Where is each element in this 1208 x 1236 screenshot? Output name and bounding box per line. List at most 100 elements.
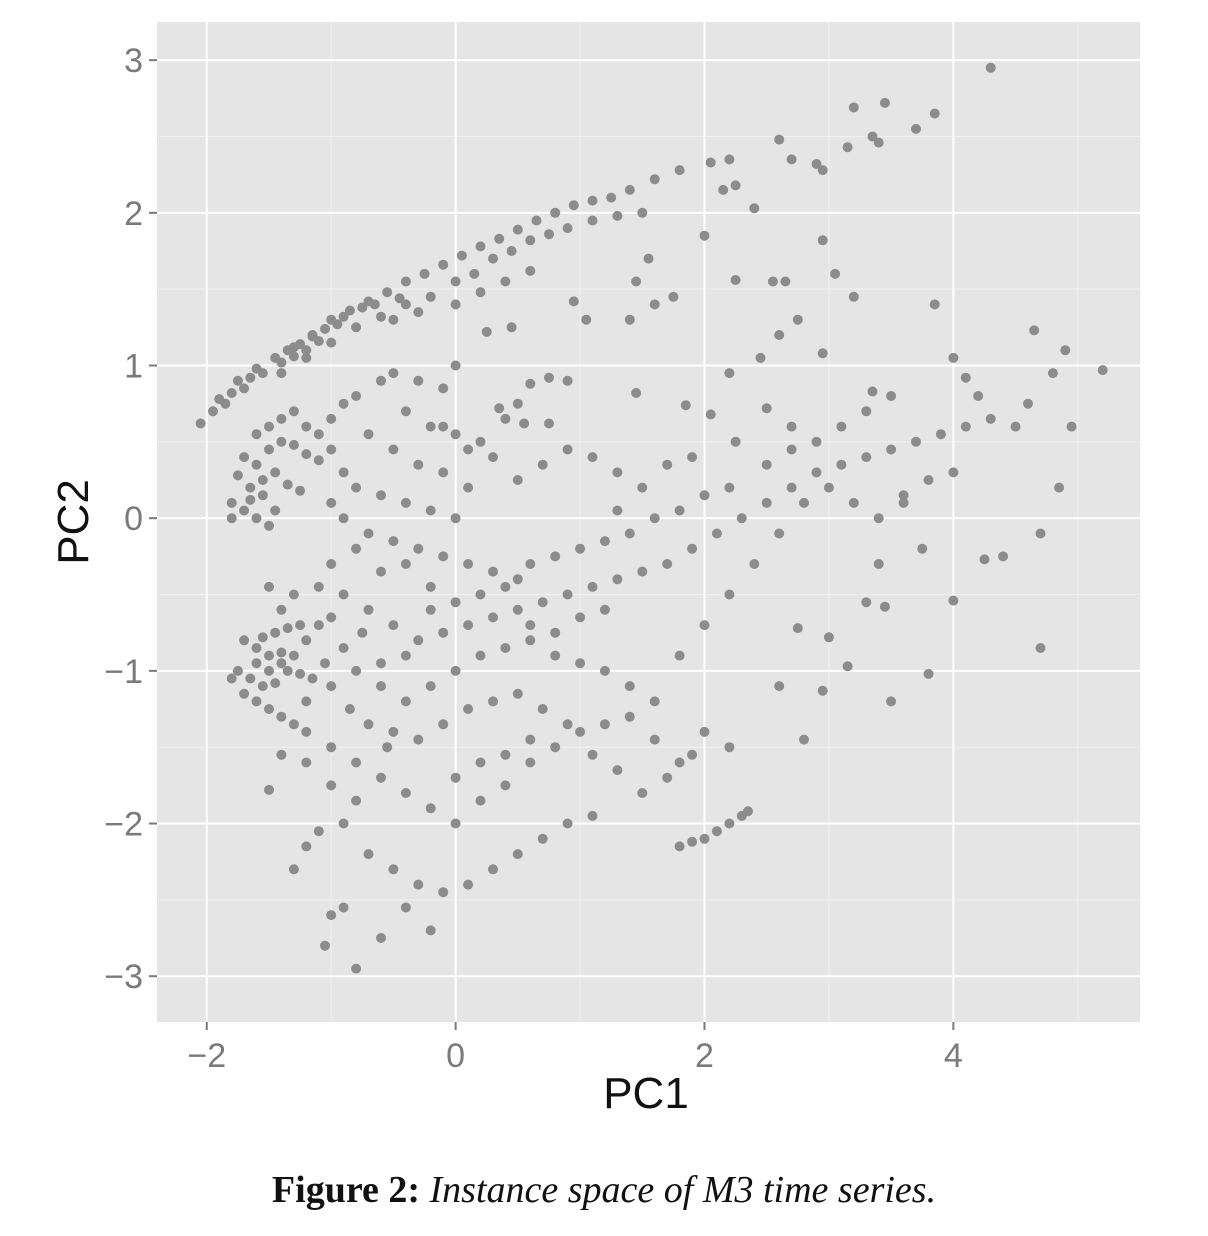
scatter-point bbox=[823, 482, 834, 493]
scatter-point bbox=[519, 418, 530, 429]
scatter-point bbox=[400, 902, 411, 913]
scatter-point bbox=[637, 482, 648, 493]
scatter-point bbox=[649, 696, 660, 707]
scatter-point bbox=[388, 368, 399, 379]
scatter-point bbox=[438, 467, 449, 478]
y-tick-label: 3 bbox=[124, 42, 143, 80]
scatter-point bbox=[450, 513, 461, 524]
scatter-point bbox=[351, 543, 362, 554]
scatter-point bbox=[494, 403, 505, 414]
scatter-point bbox=[879, 97, 890, 108]
scatter-point bbox=[1035, 643, 1046, 653]
scatter-point bbox=[344, 305, 355, 316]
scatter-point bbox=[488, 566, 498, 577]
scatter-point bbox=[836, 459, 847, 470]
scatter-point bbox=[413, 734, 424, 745]
scatter-point bbox=[917, 543, 928, 554]
scatter-point bbox=[450, 597, 461, 608]
scatter-point bbox=[562, 223, 573, 234]
scatter-point bbox=[282, 345, 293, 356]
scatter-point bbox=[463, 704, 474, 714]
scatter-point bbox=[400, 276, 411, 287]
scatter-point bbox=[245, 482, 256, 493]
scatter-point bbox=[649, 299, 660, 310]
scatter-point bbox=[525, 734, 536, 745]
scatter-point bbox=[624, 711, 635, 722]
scatter-point bbox=[562, 375, 573, 386]
scatter-point bbox=[674, 505, 685, 516]
scatter-point bbox=[767, 276, 778, 287]
scatter-point bbox=[475, 241, 486, 252]
scatter-point bbox=[724, 368, 735, 379]
scatter-point bbox=[699, 833, 710, 844]
scatter-point bbox=[351, 322, 362, 333]
scatter-point bbox=[544, 372, 554, 383]
scatter-point bbox=[649, 174, 660, 185]
scatter-point bbox=[245, 673, 256, 684]
scatter-point bbox=[867, 131, 878, 142]
scatter-point bbox=[400, 497, 411, 508]
scatter-point bbox=[1060, 345, 1071, 356]
scatter-point bbox=[525, 757, 536, 768]
scatter-point bbox=[562, 444, 573, 455]
scatter-point bbox=[743, 806, 753, 817]
scatter-point bbox=[550, 650, 561, 661]
scatter-point bbox=[488, 696, 498, 707]
scatter-point bbox=[705, 157, 716, 168]
scatter-point bbox=[687, 452, 698, 463]
scatter-point bbox=[276, 357, 287, 368]
scatter-point bbox=[301, 841, 312, 852]
scatter-point bbox=[730, 180, 741, 191]
scatter-point bbox=[631, 276, 642, 287]
scatter-point bbox=[301, 345, 312, 356]
scatter-point bbox=[425, 681, 436, 692]
scatter-point bbox=[282, 479, 293, 490]
scatter-point bbox=[382, 742, 393, 753]
scatter-point bbox=[736, 513, 747, 524]
scatter-point bbox=[861, 452, 872, 463]
scatter-point bbox=[730, 436, 741, 447]
scatter-point bbox=[276, 647, 287, 658]
scatter-point bbox=[450, 665, 461, 676]
scatter-point bbox=[886, 444, 897, 455]
scatter-point bbox=[400, 559, 411, 569]
scatter-point bbox=[450, 772, 461, 783]
scatter-point bbox=[674, 165, 685, 176]
scatter-point bbox=[264, 581, 274, 592]
x-tick-label: 2 bbox=[695, 1037, 714, 1075]
scatter-point bbox=[251, 696, 262, 707]
scatter-point bbox=[264, 444, 274, 455]
scatter-point bbox=[599, 719, 610, 730]
scatter-point bbox=[425, 803, 436, 814]
scatter-point bbox=[575, 543, 586, 554]
scatter-point bbox=[525, 559, 536, 569]
scatter-point bbox=[264, 784, 274, 795]
scatter-point bbox=[376, 375, 386, 386]
scatter-point bbox=[438, 719, 449, 730]
scatter-point bbox=[338, 398, 349, 409]
scatter-point bbox=[792, 314, 803, 325]
scatter-point bbox=[500, 643, 511, 653]
figure-caption: Figure 2: Instance space of M3 time seri… bbox=[0, 1168, 1208, 1212]
scatter-point bbox=[438, 627, 449, 638]
scatter-point bbox=[363, 528, 374, 539]
scatter-point bbox=[251, 658, 262, 669]
scatter-point bbox=[450, 276, 461, 287]
scatter-point bbox=[326, 780, 337, 791]
scatter-point bbox=[724, 818, 735, 829]
scatter-point bbox=[270, 505, 281, 516]
y-tick-label: 0 bbox=[124, 500, 143, 538]
scatter-point bbox=[264, 665, 274, 676]
scatter-point bbox=[525, 265, 536, 276]
scatter-point bbox=[232, 470, 243, 481]
scatter-point bbox=[251, 459, 262, 470]
scatter-point bbox=[357, 302, 368, 313]
scatter-point bbox=[587, 810, 598, 821]
scatter-point bbox=[500, 749, 511, 760]
scatter-point bbox=[351, 391, 362, 401]
scatter-point bbox=[450, 360, 461, 371]
scatter-point bbox=[886, 696, 897, 707]
scatter-point bbox=[898, 497, 909, 508]
scatter-point bbox=[973, 391, 984, 401]
